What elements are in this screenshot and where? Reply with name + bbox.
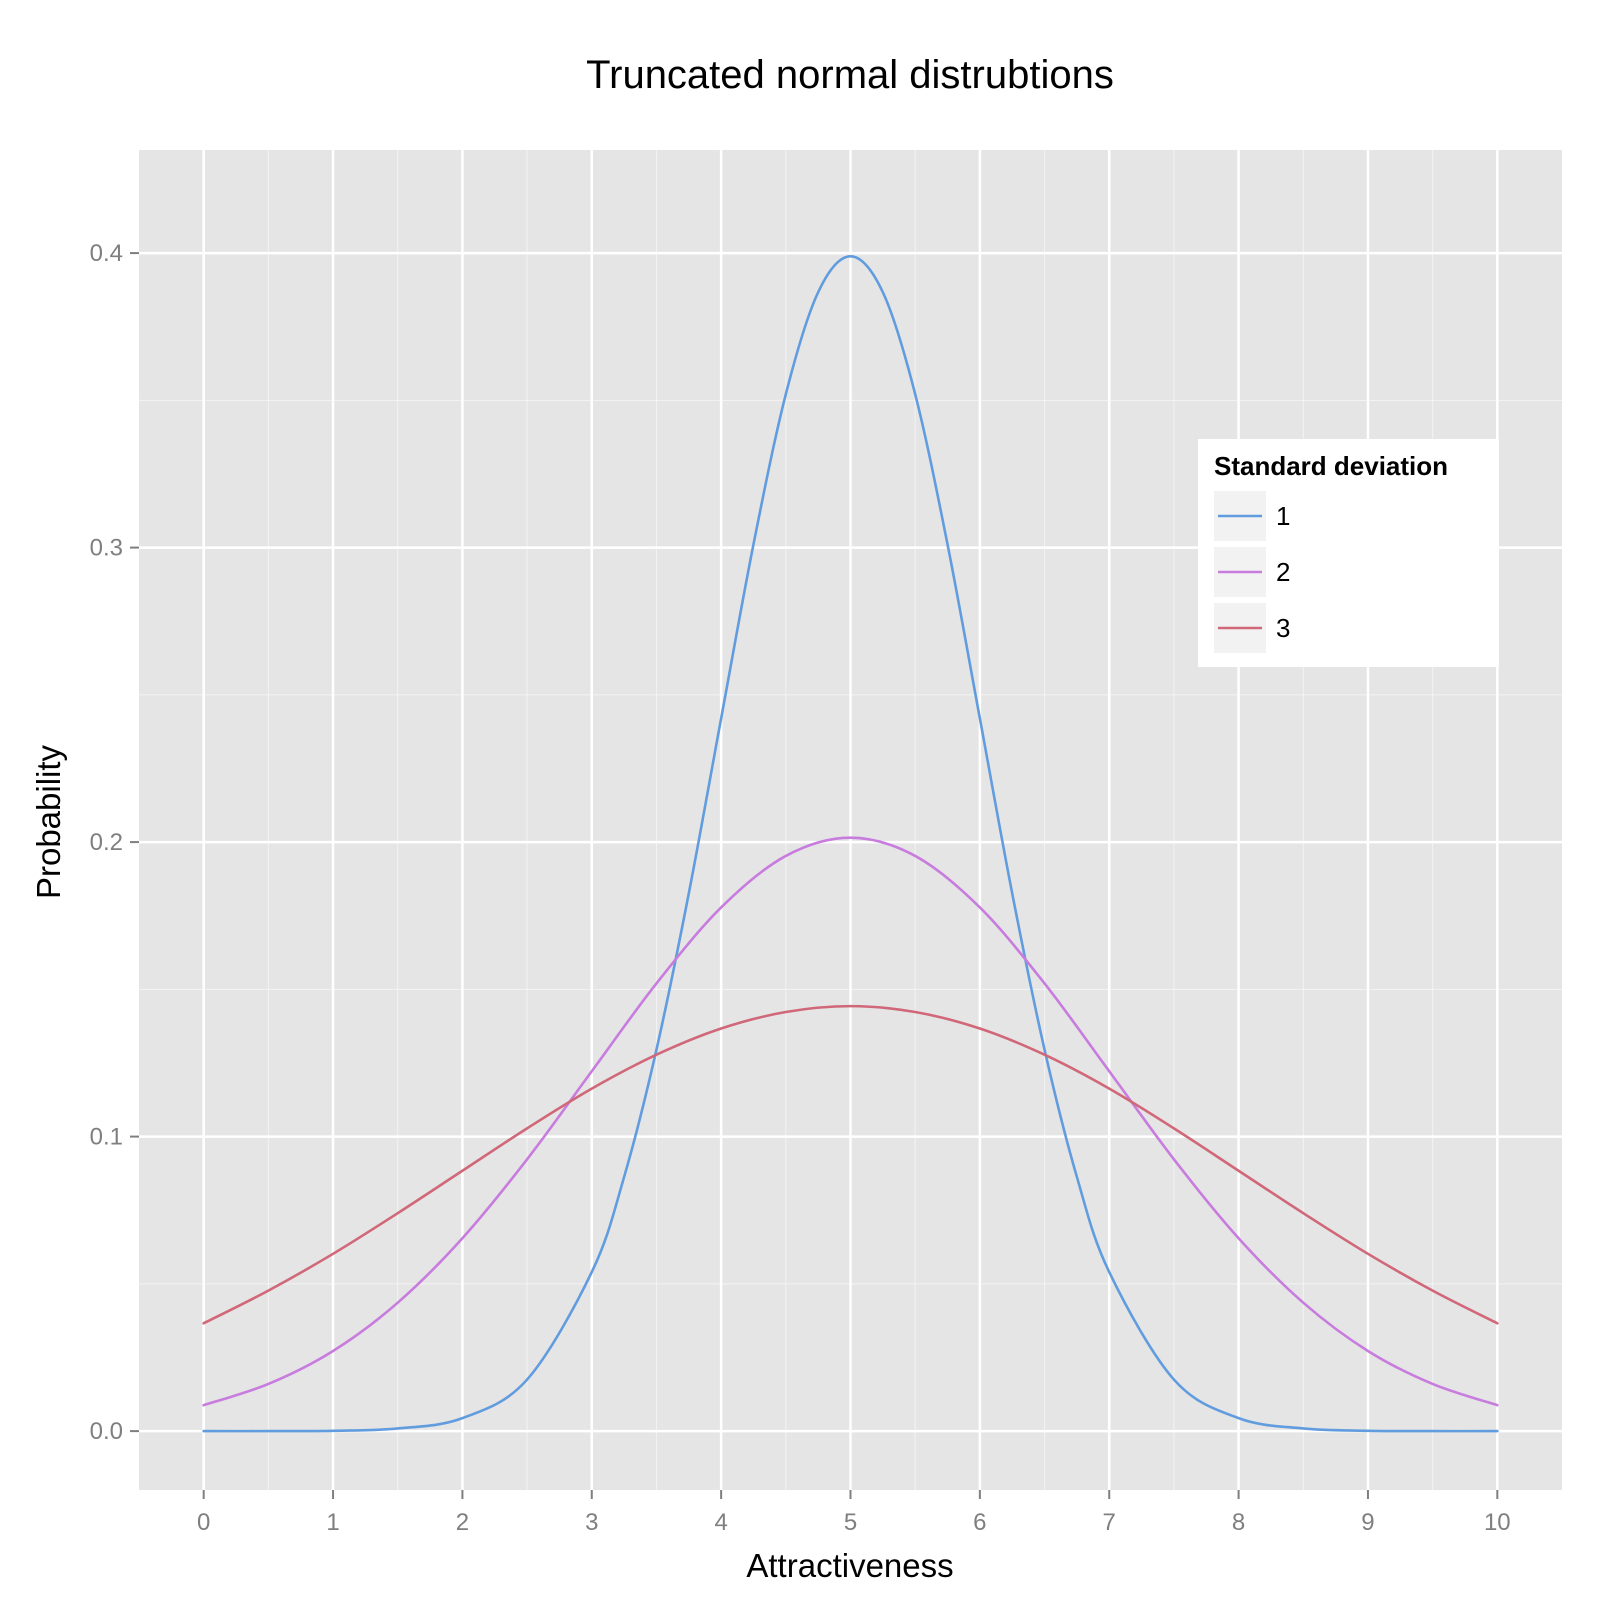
legend-label-3: 3 xyxy=(1276,613,1290,643)
legend-label-1: 1 xyxy=(1276,501,1290,531)
series-lines xyxy=(202,255,1499,1433)
y-axis-title: Probability xyxy=(30,744,67,899)
legend-title: Standard deviation xyxy=(1214,451,1448,481)
y-tick-label: 0.2 xyxy=(90,829,123,856)
x-tick-label: 2 xyxy=(456,1509,469,1536)
series-line-3 xyxy=(202,1004,1499,1325)
x-tick-label: 1 xyxy=(326,1509,339,1536)
x-tick-label: 7 xyxy=(1103,1509,1116,1536)
x-tick-label: 3 xyxy=(585,1509,598,1536)
y-tick-label: 0.0 xyxy=(90,1418,123,1445)
y-tick-label: 0.4 xyxy=(90,240,123,267)
x-axis-title: Attractiveness xyxy=(746,1547,953,1584)
legend: Standard deviation 1 2 3 xyxy=(1198,439,1499,667)
series-line-2 xyxy=(202,836,1499,1407)
chart-title: Truncated normal distrubtions xyxy=(586,53,1114,97)
x-tick-label: 4 xyxy=(714,1509,727,1536)
x-tick-label: 9 xyxy=(1361,1509,1374,1536)
x-axis: 0 1 2 3 4 5 6 7 8 9 10 xyxy=(197,1490,1511,1536)
x-tick-label: 10 xyxy=(1484,1509,1511,1536)
y-axis: 0.0 0.1 0.2 0.3 0.4 xyxy=(90,240,139,1445)
x-tick-label: 8 xyxy=(1232,1509,1245,1536)
legend-label-2: 2 xyxy=(1276,557,1290,587)
x-tick-label: 5 xyxy=(844,1509,857,1536)
y-tick-label: 0.1 xyxy=(90,1124,123,1151)
y-tick-label: 0.3 xyxy=(90,535,123,562)
x-tick-label: 0 xyxy=(197,1509,210,1536)
series-line-1 xyxy=(202,255,1499,1433)
x-tick-label: 6 xyxy=(973,1509,986,1536)
